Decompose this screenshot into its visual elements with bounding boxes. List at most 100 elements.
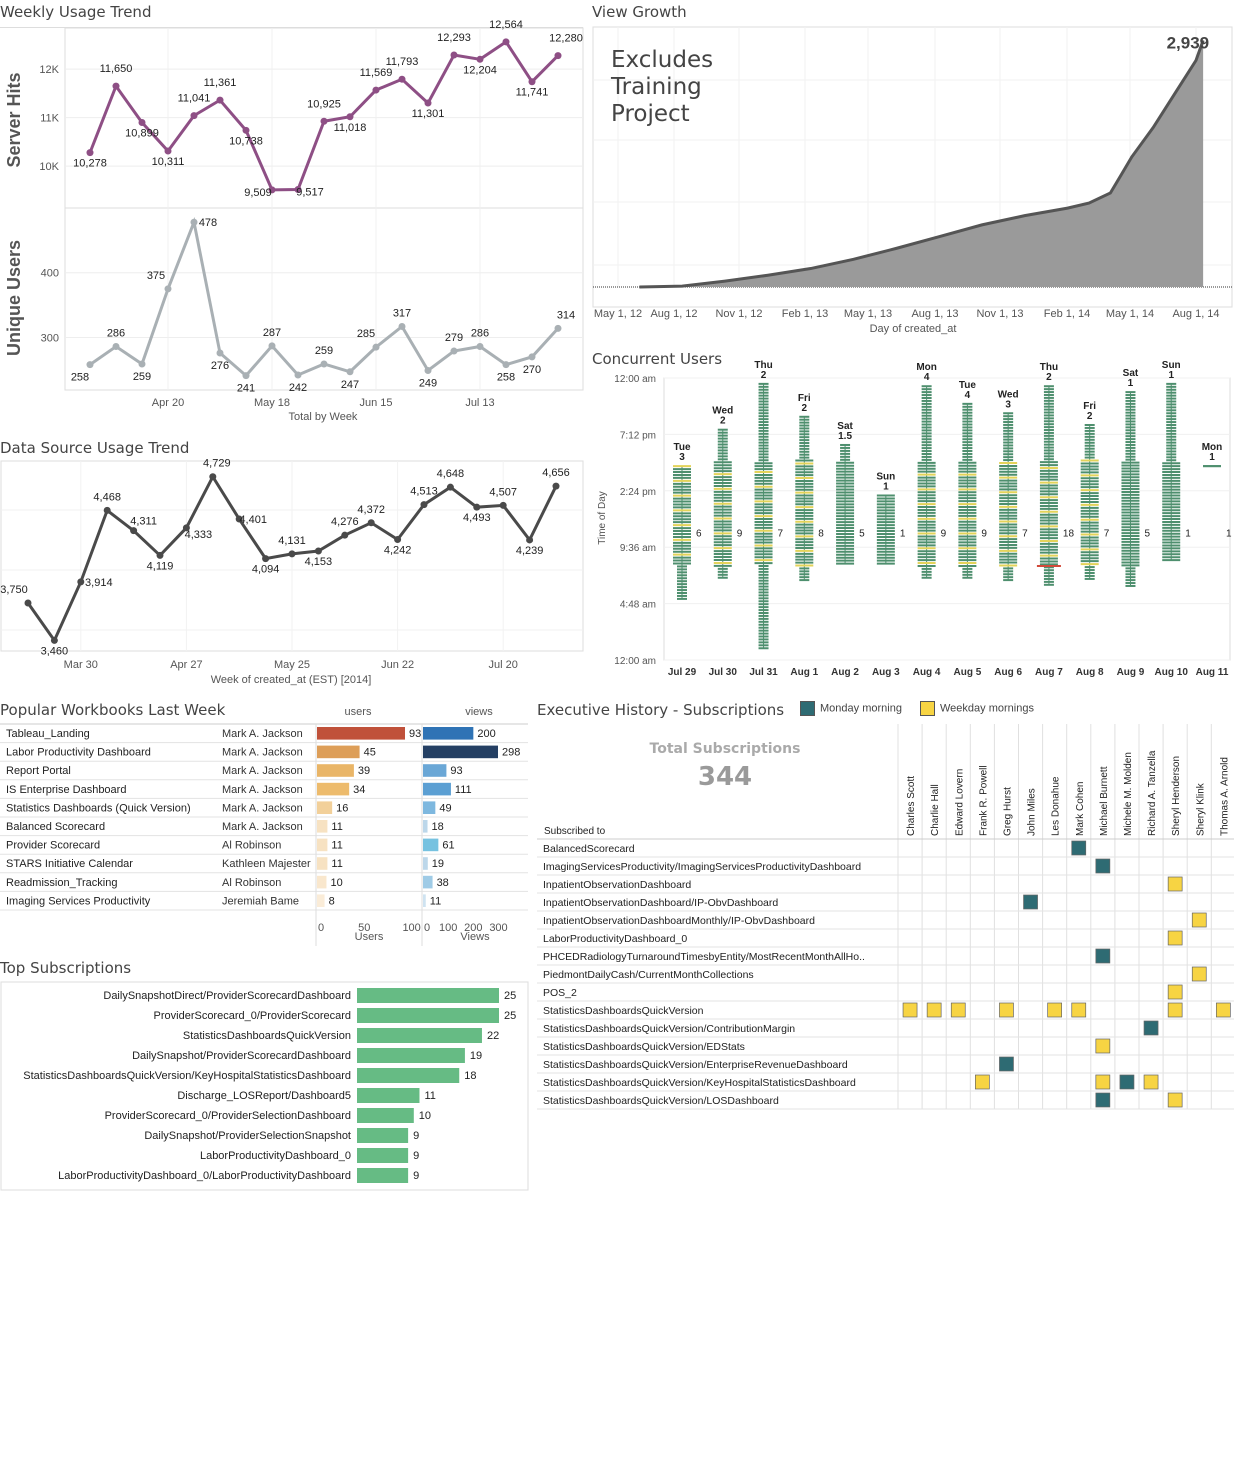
unique-users-value-label: 249 — [419, 377, 437, 389]
week-tick-label: Jul 13 — [465, 397, 494, 409]
views-tick-label: 100 — [439, 922, 457, 934]
concurrent-date-tick-label: Jul 30 — [709, 667, 738, 678]
concurrent-day-side-label: 18 — [1063, 529, 1075, 540]
subscription-bar-value: 19 — [470, 1050, 482, 1062]
views-bar-value: 11 — [430, 895, 441, 907]
concurrent-day-name: Thu — [1040, 362, 1058, 373]
datasource-value-label: 4,493 — [463, 512, 491, 524]
subscription-name: DailySnapshotDirect/ProviderScorecardDas… — [103, 990, 351, 1002]
subscription-name: DailySnapshot/ProviderScorecardDashboard — [132, 1050, 351, 1062]
datasource-value-label: 4,468 — [93, 491, 121, 503]
subscription-cell-monday — [1119, 1074, 1135, 1090]
workbook-author: Jeremiah Bame — [222, 895, 299, 907]
popular-workbooks-chart: users views Users Views Tableau_Landing M… — [0, 706, 528, 946]
server-hits-point — [268, 186, 276, 194]
server-hits-point — [138, 119, 146, 127]
datasource-point — [235, 515, 243, 523]
server-hits-point — [216, 96, 224, 104]
concurrent-day-side-label: 1 — [1226, 529, 1232, 540]
users-bar — [317, 875, 327, 889]
users-bar — [317, 801, 333, 814]
server-hits-axis-label: Server Hits — [4, 72, 24, 167]
view-growth-line — [639, 39, 1205, 289]
subscription-name: Discharge_LOSReport/Dashboard5 — [177, 1090, 351, 1102]
subscription-cell-weekday — [1047, 1002, 1062, 1018]
datasource-trend-title: Data Source Usage Trend — [0, 439, 190, 457]
unique-users-point — [190, 218, 198, 226]
concurrent-y-axis-label: Time of Day — [597, 491, 608, 545]
subscriber-column-label: Edward Lovern — [954, 769, 965, 836]
unique-users-value-label: 317 — [393, 307, 411, 319]
subscription-cell-weekday — [1191, 912, 1207, 928]
concurrent-day-max: 4 — [965, 390, 971, 401]
server-hits-value-label: 11,569 — [360, 67, 393, 79]
concurrent-date-tick-label: Aug 3 — [872, 667, 900, 678]
unique-users-value-label: 259 — [133, 371, 151, 383]
views-bar — [423, 801, 436, 814]
concurrent-day-side-label: 6 — [696, 529, 702, 540]
subscription-bar-value: 10 — [419, 1110, 431, 1122]
unique-users-value-label: 314 — [557, 309, 575, 321]
subscription-cell-weekday — [999, 1002, 1014, 1018]
concurrent-day-side-label: 8 — [818, 529, 824, 540]
datasource-usage-chart: Week of created_at (EST) [2014] Mar 30 Ap… — [0, 458, 584, 686]
server-hits-point — [372, 86, 380, 94]
workbook-name: Balanced Scorecard — [6, 821, 105, 833]
unique-users-point — [476, 343, 484, 351]
workbook-name: Imaging Services Productivity — [6, 895, 151, 907]
datasource-point — [473, 503, 481, 511]
executive-subscriptions-grid: Charles Scott Charlie Hall Edward Lovern Fr… — [537, 724, 1234, 1110]
users-tick-label: 100 — [402, 922, 420, 934]
datasource-point — [526, 536, 534, 544]
server-hits-value-label: 11,741 — [516, 87, 549, 99]
subscription-bar-value: 25 — [504, 990, 516, 1002]
subscription-name: ProviderScorecard_0/ProviderScorecard — [154, 1010, 351, 1022]
views-tick-label: 300 — [489, 922, 507, 934]
subscription-name: ProviderScorecard_0/ProviderSelectionDas… — [105, 1110, 351, 1122]
subscription-cell-monday — [1071, 840, 1087, 856]
datasource-point — [367, 519, 375, 527]
server-hits-value-label: 10,738 — [229, 135, 263, 147]
concurrent-date-tick-label: Aug 11 — [1196, 667, 1229, 678]
concurrent-day-side-label: 5 — [859, 529, 865, 540]
unique-users-value-label: 285 — [357, 328, 375, 340]
unique-users-point — [268, 342, 276, 350]
server-hits-point — [320, 117, 328, 125]
subscription-cell-monday — [999, 1056, 1014, 1072]
subscription-cell-weekday — [1167, 984, 1183, 1000]
datasource-value-label: 4,094 — [252, 564, 280, 576]
concurrent-day-name: Thu — [754, 360, 772, 371]
subscription-bar-value: 9 — [413, 1150, 419, 1162]
unique-users-point — [320, 360, 328, 368]
unique-users-value-label: 242 — [289, 382, 307, 394]
concurrent-day-name: Mon — [1202, 442, 1223, 453]
users-axis-label: Users — [355, 931, 384, 943]
views-bar — [423, 727, 474, 740]
server-hits-point — [502, 38, 510, 46]
total-subscriptions-value: 344 — [697, 762, 753, 792]
views-bar — [423, 745, 498, 759]
workbook-author: Mark A. Jackson — [222, 784, 303, 796]
views-bar-value: 38 — [437, 877, 449, 889]
subscription-bar — [357, 1068, 460, 1083]
views-tick-label: 200 — [464, 922, 482, 934]
subscriber-column-label: Charlie Hall — [930, 784, 941, 836]
legend-weekday-mornings: Weekday mornings — [920, 701, 1034, 716]
datasource-point — [288, 550, 296, 558]
server-hits-point — [450, 51, 458, 59]
server-hits-point — [164, 147, 172, 155]
server-hits-point — [190, 112, 198, 120]
concurrent-day-max: 2 — [761, 370, 767, 381]
unique-users-point — [528, 353, 536, 361]
subscription-bar — [357, 1148, 409, 1163]
subscription-name: LaborProductivityDashboard_0/LaborProduc… — [58, 1170, 351, 1182]
top-subscriptions-title: Top Subscriptions — [0, 959, 132, 977]
datasource-value-label: 4,648 — [437, 468, 465, 480]
views-column-header: views — [465, 706, 493, 718]
concurrent-date-tick-label: Aug 5 — [953, 667, 981, 678]
view-growth-title: View Growth — [592, 3, 687, 21]
weekly-usage-chart: Server Hits Unique Users Total by Week 1… — [4, 19, 584, 423]
datasource-value-label: 4,311 — [130, 516, 157, 528]
datasource-point — [341, 531, 349, 539]
concurrent-day-max: 4 — [924, 372, 930, 383]
